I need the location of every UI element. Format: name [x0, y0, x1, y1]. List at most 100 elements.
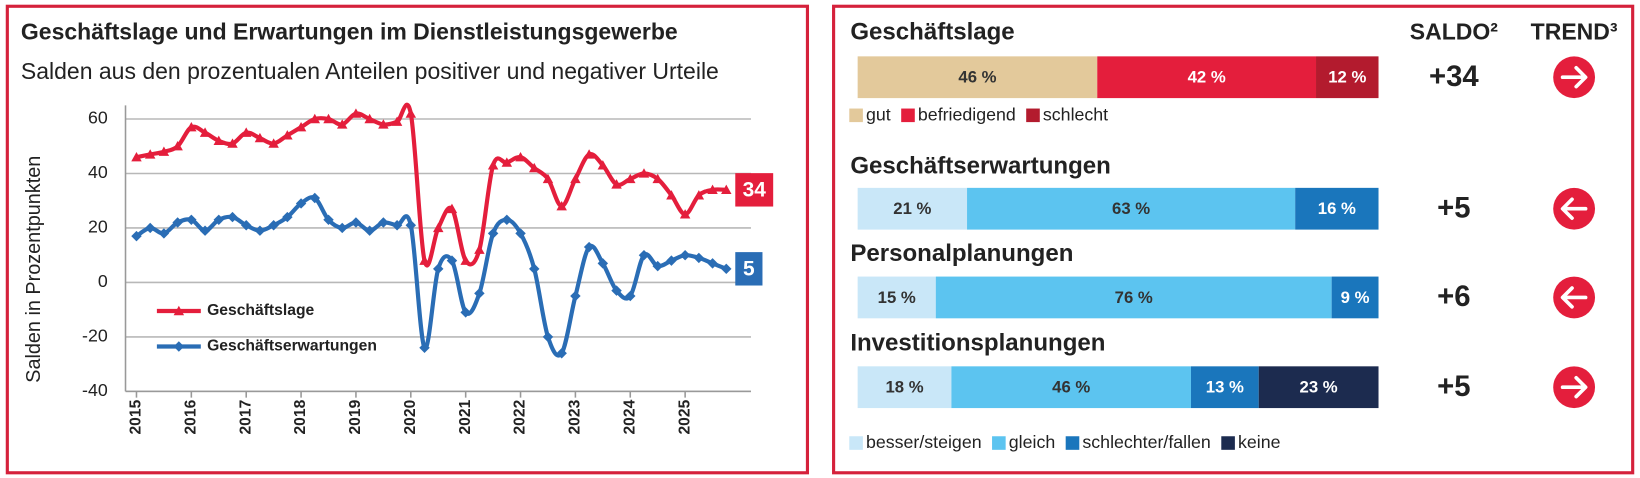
end-label: 5: [743, 257, 755, 280]
point-marker: [282, 130, 293, 140]
legend-swatch: [992, 436, 1006, 450]
x-tick-label: 2016: [182, 399, 199, 434]
point-marker: [199, 225, 211, 236]
point-marker: [611, 179, 622, 189]
bar-value-label: 15 %: [878, 288, 916, 307]
point-marker: [378, 119, 389, 129]
chart-subtitle: Salden aus den prozentualen Anteilen pos…: [21, 58, 719, 84]
legend-label: Geschäftslage: [207, 302, 314, 319]
point-marker: [583, 241, 595, 253]
y-axis-label: Salden in Prozentpunkten: [23, 156, 45, 383]
bar-value-label: 76 %: [1115, 288, 1153, 307]
point-marker: [721, 184, 732, 195]
point-marker: [501, 157, 513, 167]
legend-label: gleich: [1009, 432, 1055, 452]
point-marker: [693, 252, 705, 264]
point-marker: [254, 225, 266, 236]
point-marker: [254, 132, 266, 143]
point-marker: [350, 108, 362, 118]
legend-swatch: [901, 108, 915, 123]
trend-header: TREND³: [1531, 18, 1618, 44]
bar-segment: [967, 187, 1296, 230]
x-tick-label: 2021: [457, 399, 474, 434]
x-tick-label: 2017: [237, 399, 254, 434]
saldo-value: +5: [1437, 193, 1470, 225]
point-marker: [172, 141, 183, 151]
saldo-value: +6: [1437, 281, 1470, 313]
point-marker: [487, 228, 499, 239]
legend-label: keine: [1238, 432, 1281, 452]
point-marker: [240, 127, 252, 137]
point-marker: [364, 113, 375, 124]
point-marker: [611, 285, 622, 296]
end-label-box: [735, 173, 774, 207]
point-marker: [144, 149, 156, 159]
point-marker: [391, 116, 403, 126]
point-marker: [652, 260, 663, 272]
bar-value-label: 13 %: [1206, 378, 1244, 397]
bar-value-label: 9 %: [1341, 288, 1370, 307]
point-marker: [570, 290, 581, 302]
bar-value-label: 21 %: [893, 199, 931, 218]
x-tick-label: 2023: [567, 399, 584, 434]
point-marker: [529, 263, 540, 275]
y-tick-label: 40: [88, 162, 108, 182]
point-marker: [515, 228, 526, 239]
point-marker: [364, 225, 375, 236]
bar-value-label: 42 %: [1188, 68, 1226, 87]
saldo-value: +34: [1429, 61, 1479, 93]
point-marker: [158, 228, 170, 239]
saldo-header: SALDO²: [1410, 18, 1498, 44]
point-marker: [323, 214, 334, 226]
bar-value-label: 23 %: [1300, 378, 1338, 397]
point-marker: [282, 211, 293, 223]
category-label: Geschäftserwartungen: [850, 152, 1111, 179]
end-label: 34: [743, 178, 767, 201]
point-marker: [419, 342, 430, 354]
point-marker: [295, 121, 307, 132]
y-tick-label: 60: [88, 108, 108, 128]
point-marker: [679, 249, 691, 261]
point-marker: [679, 209, 691, 219]
category-label: Personalplanungen: [850, 240, 1073, 267]
bar-segment: [935, 276, 1332, 319]
point-marker: [542, 173, 554, 184]
legend-label: gut: [866, 105, 891, 125]
point-marker: [144, 222, 156, 234]
bar-value-label: 18 %: [885, 378, 923, 397]
point-marker: [173, 341, 185, 352]
legend-swatch: [849, 436, 863, 450]
bar-segment: [857, 366, 952, 409]
point-marker: [186, 214, 197, 226]
bar-segment: [1295, 187, 1379, 230]
point-marker: [199, 127, 211, 137]
point-marker: [652, 173, 663, 184]
point-marker: [309, 192, 321, 204]
point-marker: [131, 151, 142, 162]
line-series: [136, 102, 727, 268]
bar-segment: [1316, 56, 1379, 99]
trend-glyph: [1560, 286, 1588, 309]
y-tick-label: 0: [98, 271, 108, 291]
x-tick-label: 2022: [512, 399, 529, 434]
category-label: Geschäftslage: [850, 19, 1014, 46]
point-marker: [405, 220, 417, 231]
point-marker: [336, 119, 348, 129]
y-tick-label: -40: [82, 380, 108, 400]
point-marker: [460, 307, 471, 318]
bar-value-label: 46 %: [1052, 378, 1090, 397]
trend-glyph: [1560, 66, 1588, 89]
trend-arrow: [1553, 276, 1596, 319]
point-marker: [707, 184, 718, 195]
bar-segment: [857, 56, 1098, 99]
point-marker: [515, 151, 526, 162]
bar-segment: [1097, 56, 1317, 99]
point-marker: [597, 160, 609, 170]
legend-label: befriedigend: [918, 105, 1016, 125]
point-marker: [570, 173, 581, 184]
point-marker: [501, 214, 513, 226]
bar-segment: [857, 187, 968, 230]
bar-segment: [857, 276, 936, 319]
x-tick-label: 2018: [292, 399, 309, 434]
bar-segment: [951, 366, 1192, 409]
